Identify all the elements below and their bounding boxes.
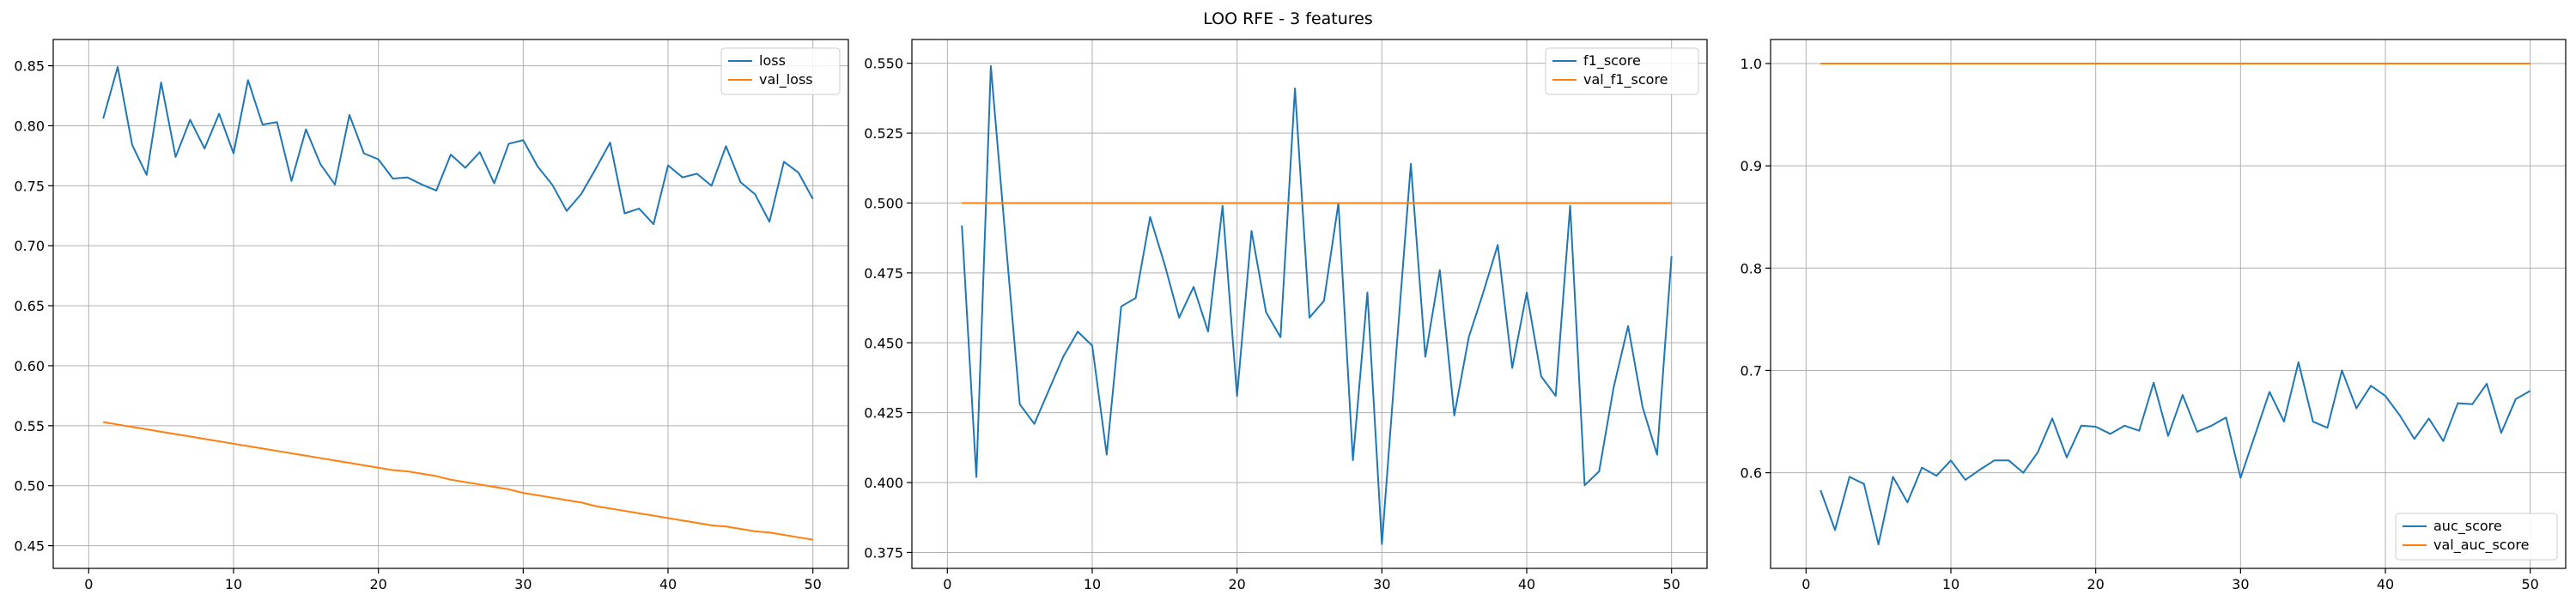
legend-label: val_loss: [759, 71, 813, 88]
figure-title: LOO RFE - 3 features: [1203, 9, 1373, 28]
series-line-f1-score: [961, 64, 1673, 545]
y-tick-label: 0.85: [14, 58, 45, 75]
y-tick-label: 0.425: [864, 405, 903, 422]
x-tick-label: 40: [2377, 576, 2394, 592]
legend-box: [2395, 513, 2558, 561]
x-tick-label: 0: [84, 576, 93, 592]
x-tick-label: 50: [804, 576, 821, 592]
x-tick-label: 40: [659, 576, 677, 592]
axes-frame: [911, 39, 1708, 569]
legend: auc_score val_auc_score: [2395, 513, 2558, 561]
x-tick-label: 20: [1228, 576, 1245, 592]
x-tick-label: 20: [369, 576, 386, 592]
y-tick-label: 0.75: [14, 178, 45, 194]
series-line-loss: [102, 66, 814, 226]
y-tick-label: 0.50: [14, 478, 45, 495]
y-tick-label: 0.375: [864, 544, 903, 561]
legend-label: val_auc_score: [2433, 537, 2529, 554]
x-tick-label: 20: [2087, 576, 2104, 592]
y-tick-label: 0.9: [1741, 158, 1762, 174]
x-tick-label: 50: [1662, 576, 1680, 592]
y-tick-label: 0.6: [1741, 465, 1762, 482]
legend-label: loss: [759, 52, 786, 69]
y-tick-label: 0.80: [14, 118, 45, 134]
subplots: 0 10 20 30 40 500.450.500.550.600.650.700.750…: [14, 39, 2567, 592]
series-line-val-loss: [103, 421, 813, 541]
x-tick-label: 40: [1518, 576, 1535, 592]
x-tick-label: 10: [1942, 576, 1959, 592]
y-tick-label: 0.550: [864, 56, 903, 72]
x-tick-label: 30: [1373, 576, 1390, 592]
axes-frame: [1770, 39, 2567, 569]
x-tick-label: 0: [1801, 576, 1810, 592]
subplot-2: 0 10 20 30 40 50 0.375 0.400 0.425 0.450 0.475 0.50…: [864, 39, 1708, 592]
y-tick-label: 0.65: [14, 298, 45, 314]
y-tick-label: 0.525: [864, 125, 903, 142]
y-tick-label: 0.8: [1741, 260, 1762, 276]
y-tick-label: 0.55: [14, 418, 45, 434]
y-tick-label: 1.0: [1741, 56, 1762, 72]
x-tick-label: 0: [943, 576, 951, 592]
y-tick-label: 0.450: [864, 335, 903, 351]
legend-box: [1545, 47, 1699, 95]
y-tick-label: 0.7: [1741, 362, 1762, 379]
legend-box: [720, 47, 841, 95]
y-tick-label: 0.45: [14, 538, 45, 555]
subplot-1: 0 10 20 30 40 50 0.45 0.50 0.55 0.60 0.65 0.70 0.75 0…: [14, 39, 849, 592]
legend-label: auc_score: [2433, 518, 2502, 535]
x-tick-label: 10: [225, 576, 242, 592]
x-tick-label: 10: [1084, 576, 1101, 592]
legend: loss val_loss: [720, 47, 841, 95]
x-tick-label: 50: [2521, 576, 2538, 592]
series-line-auc-score: [1820, 361, 2531, 545]
subplot-3: 0 10 20 30 40 50 0.6 0.7 0.8 0.9 1.0 auc_score val_a…: [1741, 39, 2567, 592]
y-tick-label: 0.60: [14, 358, 45, 374]
legend-label: val_f1_score: [1583, 71, 1668, 88]
y-tick-label: 0.70: [14, 238, 45, 254]
axes-frame: [52, 39, 849, 569]
y-tick-label: 0.400: [864, 475, 903, 491]
y-tick-label: 0.475: [864, 265, 903, 282]
legend-label: f1_score: [1583, 52, 1641, 70]
grid-lines: [53, 39, 848, 568]
x-tick-label: 30: [2232, 576, 2249, 592]
y-tick-label: 0.500: [864, 195, 903, 211]
x-tick-label: 30: [514, 576, 532, 592]
